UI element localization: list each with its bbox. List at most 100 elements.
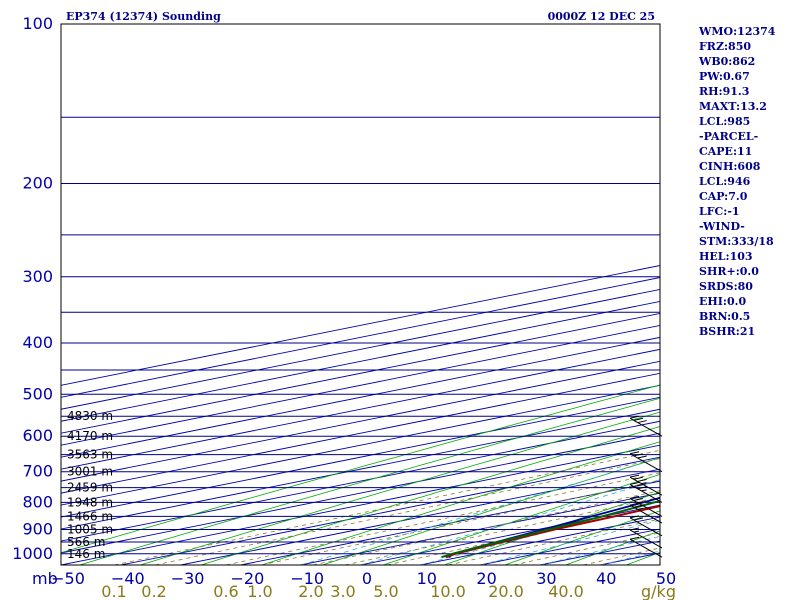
wind-barb-flag [637, 507, 643, 510]
isotherm-line [61, 348, 660, 470]
index-line: LCL:985 [699, 115, 751, 128]
temperature-axis-label: −30 [171, 569, 205, 588]
wind-barb-flag [637, 478, 647, 482]
temperature-axis-label: 50 [656, 569, 676, 588]
height-label: 1005 m [67, 523, 113, 537]
isobar-label: 500 [22, 384, 53, 403]
dry-adiabat-line [61, 384, 660, 554]
temperature-axis-label: 10 [417, 569, 437, 588]
isotherm-line [61, 277, 660, 398]
mixing-ratio-label: 0.6 [213, 582, 238, 600]
mixing-ratio-line [155, 458, 660, 565]
isotherm-line [61, 420, 660, 542]
index-line: STM:333/18 [699, 235, 774, 248]
isotherm-line [180, 468, 660, 565]
mixing-ratio-label: 20.0 [488, 582, 524, 600]
wind-barb-staff [629, 529, 663, 549]
height-label: 146 m [67, 547, 105, 561]
wind-barb-flag [629, 415, 640, 419]
wind-barb-flag [629, 527, 640, 531]
wind-barb-staff [629, 538, 663, 558]
isotherm-line [120, 456, 660, 565]
isotherm-line [61, 312, 660, 434]
isobar-label: 400 [22, 333, 53, 352]
mixing-ratio-line [225, 472, 660, 565]
wind-barb-staff [629, 453, 663, 473]
wind-barb-flag [637, 486, 647, 490]
chart-title: EP374 (12374) Sounding [66, 10, 221, 23]
temperature-axis-label: 20 [476, 569, 496, 588]
mixing-ratio-line [447, 518, 660, 565]
y-unit-label: mb [32, 569, 58, 588]
temperature-axis-label: 30 [536, 569, 556, 588]
wind-barb-flag [629, 495, 640, 499]
isotherm-line [61, 432, 660, 554]
isobar-label: 100 [22, 14, 53, 33]
index-line: BRN:0.5 [699, 310, 751, 323]
wind-barb-flag [629, 536, 640, 540]
wind-barb-flag [637, 455, 647, 459]
wind-barb-flag [629, 515, 640, 519]
isobar-label: 600 [22, 426, 53, 445]
dry-adiabat-line [140, 411, 660, 565]
wind-barb-flag [629, 502, 640, 506]
wind-barb-flag [633, 498, 643, 502]
dry-adiabat-line [383, 473, 660, 565]
wind-barb-flag [637, 420, 647, 424]
index-line: CAPE:11 [699, 145, 753, 158]
index-line: -PARCEL- [699, 130, 759, 143]
mixing-ratio-unit: g/kg [641, 582, 676, 600]
isotherm-line [61, 444, 660, 565]
wind-barb-flag [633, 504, 643, 508]
isobar-label: 900 [22, 520, 53, 539]
chart-profiles [441, 496, 660, 559]
mixing-ratio-line [386, 505, 660, 565]
wind-barb-flag [633, 476, 643, 480]
temperature-axis-label: 40 [596, 569, 616, 588]
moist-adiabat-line [300, 457, 660, 565]
temperature-axis-label: −20 [231, 569, 265, 588]
mixing-ratio-label: 10.0 [430, 582, 466, 600]
wind-barb-flag [641, 482, 647, 485]
mixing-ratio-line [114, 449, 660, 565]
isobar-label: 300 [22, 267, 53, 286]
height-label: 3563 m [67, 448, 113, 462]
index-line: BSHR:21 [699, 325, 756, 338]
index-line: EHI:0.0 [699, 295, 747, 308]
dry-adiabat-line [261, 441, 660, 565]
index-line: PW:0.67 [699, 70, 750, 83]
dewpoint-trace-line [441, 500, 660, 559]
dry-adiabat-line [79, 397, 660, 565]
wind-barb-flag [641, 489, 647, 492]
index-line: WB0:862 [699, 55, 756, 68]
index-line: CINH:608 [699, 160, 761, 173]
height-label: 1466 m [67, 509, 113, 523]
height-label: 3001 m [67, 465, 113, 479]
isotherm-line [61, 336, 660, 458]
wind-barb-staff [629, 504, 663, 524]
mixing-ratio-label: 40.0 [548, 582, 584, 600]
index-line: FRZ:850 [699, 40, 752, 53]
isotherm-line [61, 300, 660, 422]
plot-frame [60, 23, 661, 566]
height-label: 2459 m [67, 481, 113, 495]
index-line: SRDS:80 [699, 280, 753, 293]
wind-barb-staff [629, 483, 663, 503]
dry-adiabat-line [504, 510, 660, 565]
sounding-indices-panel: WMO:12374 FRZ:850 WB0:862 PW:0.67 RH:91.3 MAX… [699, 24, 799, 339]
index-line: HEL:103 [699, 250, 753, 263]
wind-barb-flag [633, 517, 643, 521]
temperature-axis-label: −10 [290, 569, 324, 588]
height-label: 4830 m [67, 409, 113, 423]
height-label: 1948 m [67, 495, 113, 509]
wind-barb-flag [629, 474, 640, 478]
wind-barb-flag [633, 417, 643, 421]
temperature-axis-label: 0 [362, 569, 372, 588]
isotherm-line [61, 408, 660, 530]
mixing-ratio-label: 1.0 [247, 582, 272, 600]
index-line: RH:91.3 [699, 85, 750, 98]
isotherm-line [61, 360, 660, 482]
wind-barb-flag [637, 501, 643, 504]
